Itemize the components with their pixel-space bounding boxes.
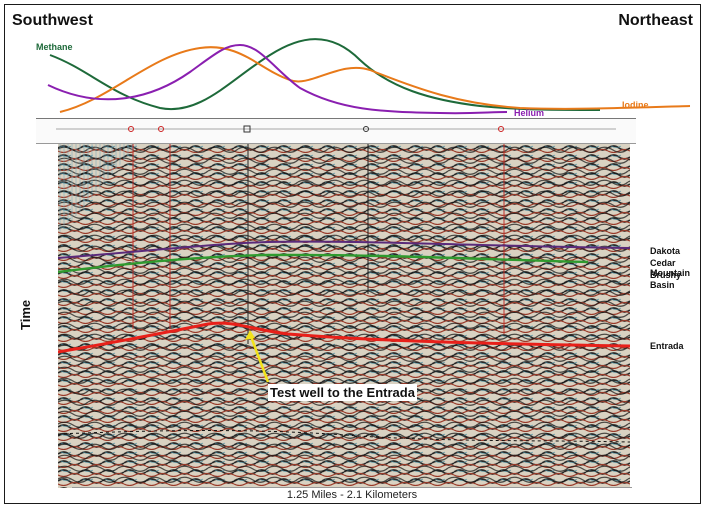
dakota-label: Dakota: [650, 246, 681, 256]
gas-curves-chart: [47, 38, 691, 115]
dakota-horizon: [57, 240, 631, 259]
well-marker: [363, 126, 369, 132]
southwest-label: Southwest: [12, 12, 93, 29]
time-axis-label: Time: [18, 299, 33, 330]
iodine-label: Iodine: [622, 100, 649, 110]
northeast-label: Northeast: [618, 12, 693, 29]
well-markers: [56, 125, 616, 133]
seismic-section: [57, 144, 631, 488]
well-marker: [498, 126, 504, 132]
well-marker: [158, 126, 164, 132]
test-well-annotation: Test well to the Entrada: [268, 384, 417, 401]
methane-curve: [49, 38, 601, 111]
cedar-mountain-horizon: [57, 253, 589, 274]
well-location-strip: [36, 118, 636, 144]
helium-label: Helium: [514, 108, 545, 118]
entrada-label: Entrada: [650, 341, 684, 351]
figure-frame: [4, 4, 701, 504]
scale-bar-label: 1.25 Miles - 2.1 Kilometers: [286, 489, 418, 501]
cedar-mountain-label: Cedar Mountain: [650, 258, 690, 278]
well-marker: [243, 125, 251, 133]
entrada-horizon: [57, 321, 631, 354]
methane-label: Methane: [36, 42, 73, 52]
test-well-arrow: [248, 333, 270, 383]
helium-curve: [47, 43, 508, 115]
seismic-image: [57, 144, 631, 488]
brushy-basin-label: Brushy Basin: [650, 270, 682, 290]
deep-dashed-horizon: [57, 430, 631, 443]
iodine-curve: [59, 46, 691, 113]
scale-bar-line: [72, 487, 632, 488]
well-marker: [128, 126, 134, 132]
